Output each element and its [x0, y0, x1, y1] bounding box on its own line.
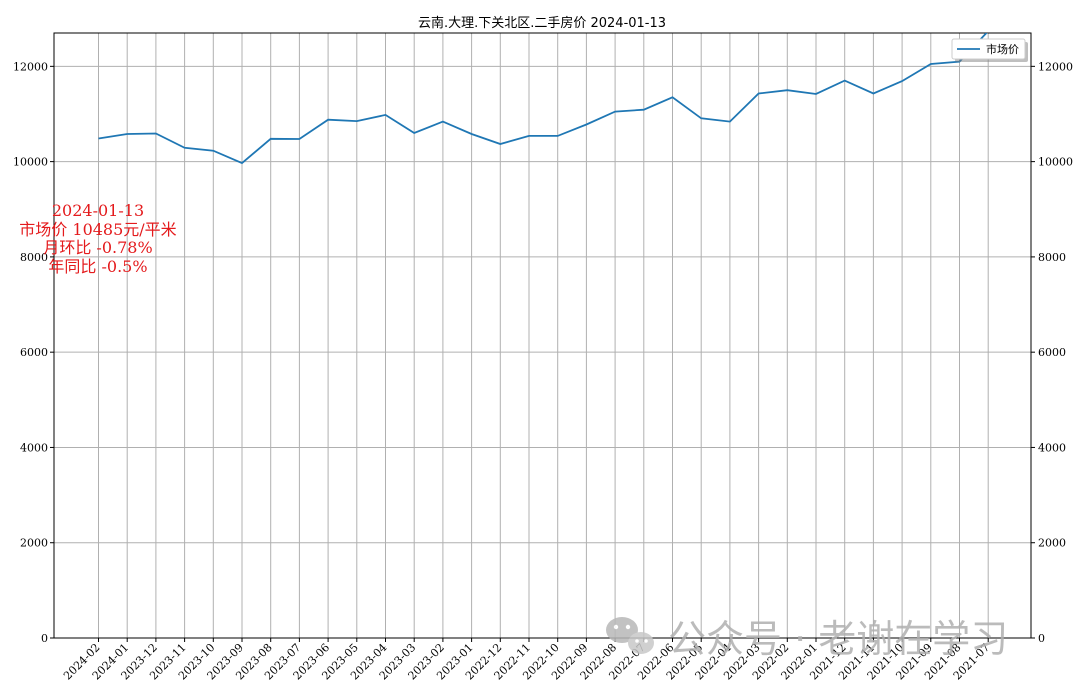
plot-frame: [53, 32, 1032, 639]
y-tick-label-right: 8000: [1038, 251, 1066, 264]
wechat-icon: [606, 617, 654, 654]
legend: 市场价: [951, 38, 1028, 62]
annotation-line-yoy: 年同比 -0.5%: [48, 257, 147, 276]
y-tick-label-left: 6000: [20, 346, 48, 359]
y-tick-label-left: 12000: [13, 60, 48, 73]
annotation: 2024-01-13 市场价 10485元/平米 月环比 -0.78% 年同比 …: [19, 201, 176, 276]
annotation-line-price: 市场价 10485元/平米: [19, 220, 176, 239]
y-tick-label-right: 10000: [1038, 156, 1073, 169]
series-line: [98, 33, 988, 165]
legend-box: [951, 38, 1026, 60]
y-tick-label-right: 6000: [1038, 346, 1066, 359]
y-tick-label-left: 0: [41, 632, 48, 645]
y-tick-label-right: 0: [1038, 632, 1045, 645]
y-tick-label-left: 4000: [20, 441, 48, 454]
y-tick-label-right: 12000: [1038, 60, 1073, 73]
y-tick-label-right: 4000: [1038, 441, 1066, 454]
y-tick-label-left: 10000: [13, 156, 48, 169]
y-tick-label-left: 8000: [20, 251, 48, 264]
annotation-line-date: 2024-01-13: [52, 201, 144, 220]
watermark-text: 公众号 · 老谢在学习: [668, 617, 1008, 661]
legend-label: 市场价: [986, 42, 1019, 56]
chart-title: 云南.大理.下关北区.二手房价 2024-01-13: [418, 15, 666, 31]
grid: [54, 33, 1031, 639]
y-tick-label-right: 2000: [1038, 537, 1066, 550]
annotation-line-mom: 月环比 -0.78%: [43, 238, 152, 257]
series-group: [98, 33, 988, 165]
y-axis: 0 0 2000 2000 4000 4000 6000 6000 8000 8000 10000 1…: [13, 60, 1073, 645]
watermark: 公众号 · 老谢在学习: [606, 617, 1008, 661]
y-tick-label-left: 2000: [20, 537, 48, 550]
